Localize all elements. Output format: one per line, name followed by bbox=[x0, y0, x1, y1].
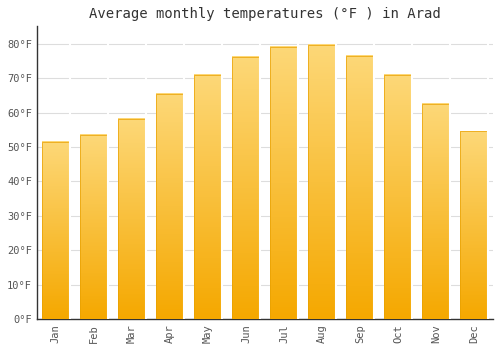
Bar bbox=[384, 75, 412, 320]
Bar bbox=[80, 135, 108, 320]
Bar bbox=[270, 47, 298, 320]
Bar bbox=[232, 57, 260, 320]
Bar bbox=[422, 104, 450, 320]
Bar bbox=[42, 142, 70, 320]
Bar bbox=[308, 45, 336, 320]
Bar bbox=[346, 56, 374, 320]
Bar bbox=[194, 75, 222, 320]
Bar bbox=[118, 119, 146, 320]
Title: Average monthly temperatures (°F ) in Arad: Average monthly temperatures (°F ) in Ar… bbox=[89, 7, 441, 21]
Bar bbox=[156, 93, 184, 320]
Bar bbox=[460, 132, 488, 320]
